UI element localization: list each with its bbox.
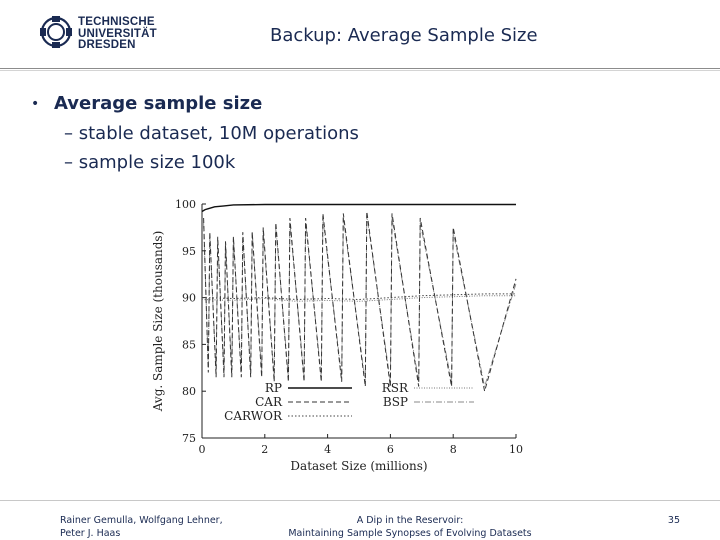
- page-number: 35: [667, 515, 680, 526]
- legend-label: RP: [265, 381, 282, 395]
- legend-label: BSP: [383, 395, 408, 409]
- bullet-heading: Average sample size: [54, 93, 263, 114]
- y-tick-label: 95: [182, 245, 196, 258]
- logo-line: UNIVERSITÄT: [78, 27, 157, 40]
- series-line-carwor: [201, 293, 516, 301]
- footer-authors: Rainer Gemulla, Wolfgang Lehner, Peter J…: [60, 514, 223, 540]
- y-tick-label: 80: [182, 385, 196, 398]
- footer-author-line: Peter J. Haas: [60, 528, 121, 539]
- series-line-car: [203, 211, 517, 392]
- x-axis-label: Dataset Size (millions): [290, 459, 427, 473]
- y-tick-label: 100: [175, 198, 196, 211]
- header-divider-secondary: [0, 70, 720, 71]
- logo-wordmark: TECHNISCHE UNIVERSITÄT DRESDEN: [78, 16, 157, 52]
- sub-bullet: – stable dataset, 10M operations: [64, 123, 359, 144]
- header-divider: [0, 68, 720, 69]
- bullet-dot-icon: •: [31, 96, 40, 112]
- sub-bullet: – sample size 100k: [64, 152, 236, 173]
- footer-divider: [0, 500, 720, 501]
- y-axis-label: Avg. Sample Size (thousands): [151, 231, 165, 413]
- series-line-rsr: [201, 295, 516, 302]
- series-line-rp: [201, 203, 516, 213]
- sample-size-chart: 75 80 85 90 95 100 0 2 4 6 8 10 Dataset Size (millio…: [151, 198, 523, 473]
- footer-title-line: A Dip in the Reservoir:: [356, 515, 464, 526]
- x-tick-label: 2: [261, 443, 268, 456]
- footer-title-line: Maintaining Sample Synopses of Evolving …: [288, 528, 532, 539]
- x-tick-label: 10: [509, 443, 523, 456]
- legend-label: CAR: [255, 395, 283, 409]
- footer-author-line: Rainer Gemulla, Wolfgang Lehner,: [60, 515, 223, 526]
- y-tick-label: 90: [182, 292, 196, 305]
- x-tick-label: 6: [387, 443, 394, 456]
- footer-paper-title: A Dip in the Reservoir: Maintaining Samp…: [270, 514, 550, 540]
- x-tick-label: 8: [450, 443, 457, 456]
- slide-title: Backup: Average Sample Size: [270, 25, 538, 46]
- y-tick-label: 75: [182, 432, 196, 445]
- tu-dresden-logo-icon: [40, 16, 72, 48]
- logo-line: DRESDEN: [78, 39, 136, 51]
- legend-label: RSR: [382, 381, 409, 395]
- y-tick-label: 85: [182, 338, 196, 351]
- x-tick-label: 4: [324, 443, 331, 456]
- legend-label: CARWOR: [224, 409, 283, 423]
- x-tick-label: 0: [199, 443, 206, 456]
- tu-dresden-logo: TECHNISCHE UNIVERSITÄT DRESDEN: [38, 14, 168, 56]
- logo-line: TECHNISCHE: [78, 16, 155, 28]
